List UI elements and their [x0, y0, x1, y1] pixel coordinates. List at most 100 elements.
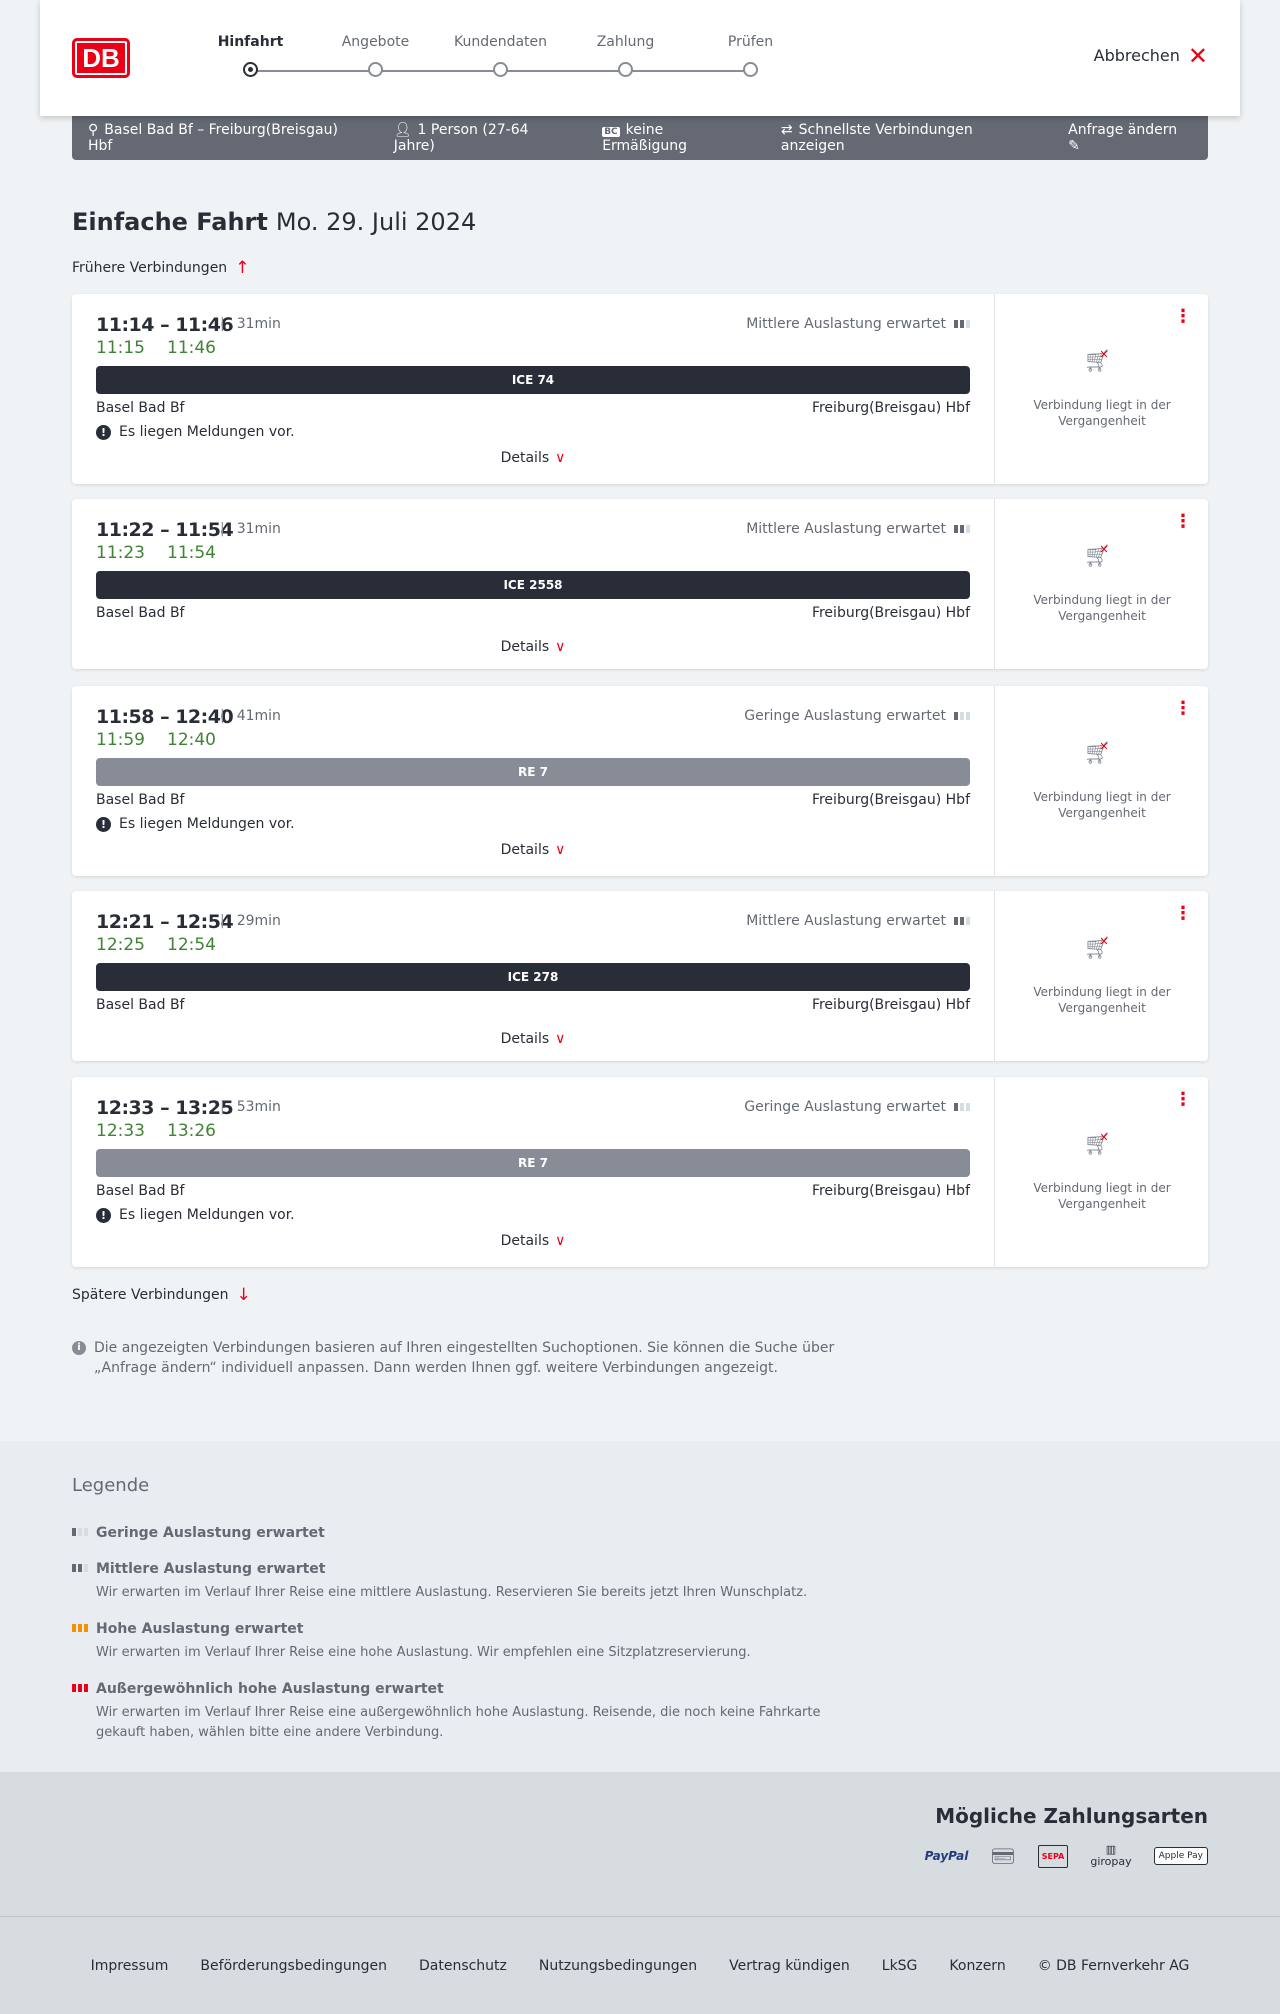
- more-options-icon[interactable]: ⋮: [1174, 903, 1192, 924]
- location-pin-icon: ⚲: [88, 122, 99, 138]
- more-options-icon[interactable]: ⋮: [1174, 306, 1192, 327]
- step-dot: [493, 62, 508, 77]
- train-bar[interactable]: ICE 74: [96, 366, 970, 394]
- realtime-departure: 12:25: [96, 935, 145, 955]
- giropay-icon: ▥ giropay: [1090, 1843, 1132, 1868]
- realtime-times: 11:23 11:54: [96, 543, 216, 563]
- occupancy-text: Geringe Auslastung erwartet: [744, 708, 946, 724]
- message-notice: ! Es liegen Meldungen vor.: [96, 816, 295, 832]
- occupancy-icon: [72, 1528, 88, 1536]
- details-label: Details: [500, 639, 550, 655]
- realtime-departure: 11:59: [96, 730, 145, 750]
- realtime-times: 11:15 11:46: [96, 338, 216, 358]
- more-options-icon[interactable]: ⋮: [1174, 511, 1192, 532]
- footer-link[interactable]: LkSG: [881, 1957, 918, 1974]
- edit-request-button[interactable]: Anfrage ändern ✎: [1068, 122, 1192, 154]
- details-toggle[interactable]: Details ∨: [96, 1233, 970, 1249]
- edit-label: Anfrage ändern: [1068, 122, 1178, 138]
- discount-summary: BC keine Ermäßigung: [602, 122, 751, 154]
- connection-card[interactable]: 11:58 – 12:40 41min 11:59 12:40 Geringe A…: [72, 686, 1208, 876]
- header: DB Hinfahrt Angebote Kundendaten Zahlung…: [40, 0, 1240, 116]
- footer-link[interactable]: © DB Fernverkehr AG: [1037, 1957, 1190, 1974]
- train-bar[interactable]: RE 7: [96, 1149, 970, 1177]
- legend-item: Außergewöhnlich hohe Auslastung erwartet…: [72, 1681, 872, 1743]
- train-bar[interactable]: ICE 2558: [96, 571, 970, 599]
- offer-panel: ⋮ 🛒︎✕ Verbindung liegt in der Vergangenh…: [994, 891, 1208, 1061]
- footer-link[interactable]: Impressum: [90, 1957, 169, 1974]
- progress-stepper: Hinfahrt Angebote Kundendaten Zahlung Pr…: [180, 34, 800, 84]
- step-dot: [243, 62, 258, 77]
- pencil-icon: ✎: [1068, 138, 1080, 154]
- details-toggle[interactable]: Details ∨: [96, 450, 970, 466]
- connection-main: 12:33 – 13:25 53min 12:33 13:26 Geringe A…: [96, 1077, 970, 1267]
- scheduled-times: 12:33 – 13:25: [96, 1097, 234, 1119]
- departure-station: Basel Bad Bf: [96, 605, 185, 621]
- details-label: Details: [500, 842, 550, 858]
- alert-icon: !: [96, 424, 111, 440]
- details-toggle[interactable]: Details ∨: [96, 639, 970, 655]
- info-note: i Die angezeigten Verbindungen basieren a…: [72, 1338, 872, 1378]
- earlier-connections-link[interactable]: Frühere Verbindungen ↑: [72, 258, 249, 278]
- more-options-icon[interactable]: ⋮: [1174, 698, 1192, 719]
- arrival-station: Freiburg(Breisgau) Hbf: [811, 792, 970, 808]
- footer-link[interactable]: Beförderungsbedingungen: [200, 1957, 387, 1974]
- discount-text: keine Ermäßigung: [602, 122, 687, 154]
- connection-card[interactable]: 11:14 – 11:46 31min 11:15 11:46 Mittlere …: [72, 294, 1208, 484]
- connection-card[interactable]: 12:33 – 13:25 53min 12:33 13:26 Geringe A…: [72, 1077, 1208, 1267]
- train-bar[interactable]: ICE 278: [96, 963, 970, 991]
- details-label: Details: [500, 1233, 550, 1249]
- alert-icon: !: [96, 816, 111, 832]
- step-hinfahrt: Hinfahrt: [188, 34, 313, 77]
- duration: 53min: [220, 1099, 281, 1115]
- page-title: Einfache Fahrt Mo. 29. Juli 2024: [72, 208, 476, 236]
- details-toggle[interactable]: Details ∨: [96, 1031, 970, 1047]
- occupancy-text: Mittlere Auslastung erwartet: [746, 316, 946, 332]
- step-dot: [743, 62, 758, 77]
- train-bar[interactable]: RE 7: [96, 758, 970, 786]
- cancel-label: Abbrechen: [1093, 46, 1180, 65]
- step-pruefen: Prüfen: [688, 34, 813, 77]
- payment-section: Mögliche Zahlungsarten PayPal 💳︎ SEPA ▥ g…: [0, 1772, 1280, 1916]
- message-notice: ! Es liegen Meldungen vor.: [96, 424, 295, 440]
- db-logo[interactable]: DB: [72, 38, 130, 78]
- chevron-down-icon: ∨: [555, 1031, 566, 1047]
- credit-card-icon: 💳︎: [990, 1844, 1016, 1868]
- departure-station: Basel Bad Bf: [96, 1183, 185, 1199]
- chevron-down-icon: ∨: [555, 639, 566, 655]
- realtime-arrival: 11:54: [167, 543, 216, 563]
- occupancy-info: Mittlere Auslastung erwartet: [746, 316, 970, 332]
- message-notice: ! Es liegen Meldungen vor.: [96, 1207, 295, 1223]
- departure-station: Basel Bad Bf: [96, 400, 185, 416]
- scheduled-times: 11:58 – 12:40: [96, 706, 234, 728]
- step-label: Zahlung: [596, 34, 655, 50]
- footer-link[interactable]: Datenschutz: [418, 1957, 507, 1974]
- connection-card[interactable]: 12:21 – 12:54 29min 12:25 12:54 Mittlere …: [72, 891, 1208, 1061]
- legend-item: Hohe Auslastung erwartet Wir erwarten im …: [72, 1621, 872, 1663]
- option-text: Schnellste Verbindungen anzeigen: [780, 122, 973, 154]
- duration: 31min: [220, 521, 281, 537]
- later-connections-link[interactable]: Spätere Verbindungen ↓: [72, 1285, 251, 1305]
- connection-card[interactable]: 11:22 – 11:54 31min 11:23 11:54 Mittlere …: [72, 499, 1208, 669]
- occupancy-icon: [72, 1564, 88, 1572]
- details-toggle[interactable]: Details ∨: [96, 842, 970, 858]
- footer-link[interactable]: Vertrag kündigen: [729, 1957, 850, 1974]
- paypal-icon: PayPal: [924, 1849, 969, 1863]
- more-options-icon[interactable]: ⋮: [1174, 1089, 1192, 1110]
- realtime-arrival: 11:46: [167, 338, 216, 358]
- arrival-station: Freiburg(Breisgau) Hbf: [811, 400, 970, 416]
- departure-station: Basel Bad Bf: [96, 997, 185, 1013]
- info-icon: i: [72, 1341, 86, 1355]
- option-summary: ⇄ Schnellste Verbindungen anzeigen: [781, 122, 1038, 154]
- cancel-button[interactable]: Abbrechen ✕: [1093, 44, 1208, 68]
- realtime-times: 12:33 13:26: [96, 1121, 216, 1141]
- arrival-station: Freiburg(Breisgau) Hbf: [811, 1183, 970, 1199]
- search-summary-bar: ⚲ Basel Bad Bf – Freiburg(Breisgau) Hbf 👤…: [72, 116, 1208, 160]
- offer-panel: ⋮ 🛒︎✕ Verbindung liegt in der Vergangenh…: [994, 294, 1208, 484]
- details-label: Details: [500, 1031, 550, 1047]
- cart-unavailable-icon: 🛒︎✕: [1083, 348, 1112, 374]
- footer-link[interactable]: Konzern: [949, 1957, 1006, 1974]
- departure-station: Basel Bad Bf: [96, 792, 185, 808]
- arrival-station: Freiburg(Breisgau) Hbf: [811, 605, 970, 621]
- past-connection-text: Verbindung liegt in der Vergangenheit: [1033, 985, 1171, 1015]
- footer-link[interactable]: Nutzungsbedingungen: [538, 1957, 698, 1974]
